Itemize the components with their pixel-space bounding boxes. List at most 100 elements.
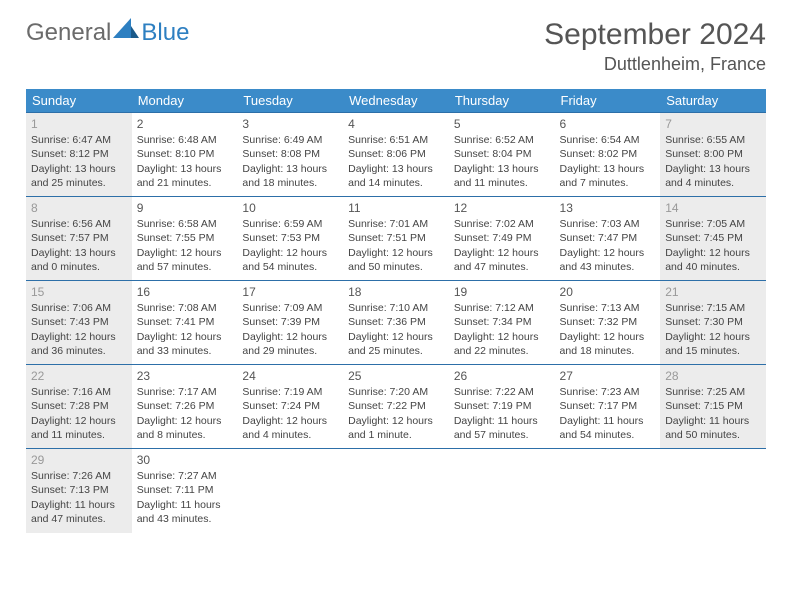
daylight-text: Daylight: 11 hours <box>665 414 761 428</box>
sunrise-text: Sunrise: 7:20 AM <box>348 385 444 399</box>
day-number: 11 <box>348 200 444 216</box>
day-number: 13 <box>560 200 656 216</box>
daylight-text: Daylight: 12 hours <box>560 330 656 344</box>
calendar-day-cell: 28Sunrise: 7:25 AMSunset: 7:15 PMDayligh… <box>660 365 766 449</box>
day-number: 7 <box>665 116 761 132</box>
daylight-text: and 29 minutes. <box>242 344 338 358</box>
day-number: 10 <box>242 200 338 216</box>
sunrise-text: Sunrise: 7:19 AM <box>242 385 338 399</box>
calendar-day-cell: 4Sunrise: 6:51 AMSunset: 8:06 PMDaylight… <box>343 113 449 197</box>
daylight-text: Daylight: 13 hours <box>242 162 338 176</box>
calendar-week-row: 15Sunrise: 7:06 AMSunset: 7:43 PMDayligh… <box>26 281 766 365</box>
calendar-week-row: 22Sunrise: 7:16 AMSunset: 7:28 PMDayligh… <box>26 365 766 449</box>
day-number: 19 <box>454 284 550 300</box>
day-number: 9 <box>137 200 233 216</box>
daylight-text: and 50 minutes. <box>665 428 761 442</box>
calendar-day-cell: 19Sunrise: 7:12 AMSunset: 7:34 PMDayligh… <box>449 281 555 365</box>
daylight-text: and 25 minutes. <box>31 176 127 190</box>
sunset-text: Sunset: 7:55 PM <box>137 231 233 245</box>
day-number: 18 <box>348 284 444 300</box>
calendar-day-cell: 17Sunrise: 7:09 AMSunset: 7:39 PMDayligh… <box>237 281 343 365</box>
calendar-day-cell: 12Sunrise: 7:02 AMSunset: 7:49 PMDayligh… <box>449 197 555 281</box>
daylight-text: Daylight: 13 hours <box>31 162 127 176</box>
sunset-text: Sunset: 7:45 PM <box>665 231 761 245</box>
sunset-text: Sunset: 8:04 PM <box>454 147 550 161</box>
day-number: 15 <box>31 284 127 300</box>
sunrise-text: Sunrise: 7:23 AM <box>560 385 656 399</box>
calendar-day-cell: 1Sunrise: 6:47 AMSunset: 8:12 PMDaylight… <box>26 113 132 197</box>
calendar-week-row: 1Sunrise: 6:47 AMSunset: 8:12 PMDaylight… <box>26 113 766 197</box>
logo-text-general: General <box>26 19 111 47</box>
sunrise-text: Sunrise: 7:05 AM <box>665 217 761 231</box>
sunset-text: Sunset: 7:13 PM <box>31 483 127 497</box>
sunset-text: Sunset: 7:39 PM <box>242 315 338 329</box>
daylight-text: Daylight: 12 hours <box>665 330 761 344</box>
weekday-header: Sunday <box>26 89 132 113</box>
sunset-text: Sunset: 8:10 PM <box>137 147 233 161</box>
sunset-text: Sunset: 7:53 PM <box>242 231 338 245</box>
day-number: 29 <box>31 452 127 468</box>
sunrise-text: Sunrise: 7:01 AM <box>348 217 444 231</box>
sunrise-text: Sunrise: 7:17 AM <box>137 385 233 399</box>
day-number: 22 <box>31 368 127 384</box>
daylight-text: and 33 minutes. <box>137 344 233 358</box>
daylight-text: and 36 minutes. <box>31 344 127 358</box>
calendar-day-cell: 20Sunrise: 7:13 AMSunset: 7:32 PMDayligh… <box>555 281 661 365</box>
day-number: 6 <box>560 116 656 132</box>
day-number: 3 <box>242 116 338 132</box>
sunrise-text: Sunrise: 7:22 AM <box>454 385 550 399</box>
daylight-text: and 25 minutes. <box>348 344 444 358</box>
sunrise-text: Sunrise: 6:54 AM <box>560 133 656 147</box>
sunrise-text: Sunrise: 7:08 AM <box>137 301 233 315</box>
calendar-day-cell: 11Sunrise: 7:01 AMSunset: 7:51 PMDayligh… <box>343 197 449 281</box>
sunset-text: Sunset: 7:51 PM <box>348 231 444 245</box>
daylight-text: and 15 minutes. <box>665 344 761 358</box>
daylight-text: Daylight: 12 hours <box>137 414 233 428</box>
calendar-day-cell <box>343 449 449 533</box>
sunset-text: Sunset: 7:28 PM <box>31 399 127 413</box>
calendar-day-cell: 14Sunrise: 7:05 AMSunset: 7:45 PMDayligh… <box>660 197 766 281</box>
day-number: 27 <box>560 368 656 384</box>
daylight-text: and 54 minutes. <box>242 260 338 274</box>
sunset-text: Sunset: 7:43 PM <box>31 315 127 329</box>
daylight-text: Daylight: 13 hours <box>454 162 550 176</box>
sunset-text: Sunset: 7:17 PM <box>560 399 656 413</box>
weekday-header: Thursday <box>449 89 555 113</box>
sunrise-text: Sunrise: 6:48 AM <box>137 133 233 147</box>
sunrise-text: Sunrise: 6:55 AM <box>665 133 761 147</box>
day-number: 1 <box>31 116 127 132</box>
logo-text-blue: Blue <box>141 19 189 47</box>
daylight-text: Daylight: 12 hours <box>454 330 550 344</box>
calendar-day-cell: 30Sunrise: 7:27 AMSunset: 7:11 PMDayligh… <box>132 449 238 533</box>
day-number: 2 <box>137 116 233 132</box>
daylight-text: and 8 minutes. <box>137 428 233 442</box>
sunset-text: Sunset: 8:02 PM <box>560 147 656 161</box>
sunset-text: Sunset: 8:12 PM <box>31 147 127 161</box>
logo: General Blue <box>26 18 189 47</box>
weekday-header: Friday <box>555 89 661 113</box>
day-number: 14 <box>665 200 761 216</box>
daylight-text: and 18 minutes. <box>560 344 656 358</box>
sunset-text: Sunset: 8:00 PM <box>665 147 761 161</box>
daylight-text: and 57 minutes. <box>137 260 233 274</box>
daylight-text: and 7 minutes. <box>560 176 656 190</box>
weekday-header: Wednesday <box>343 89 449 113</box>
daylight-text: and 50 minutes. <box>348 260 444 274</box>
sunset-text: Sunset: 7:49 PM <box>454 231 550 245</box>
daylight-text: and 47 minutes. <box>31 512 127 526</box>
day-number: 30 <box>137 452 233 468</box>
daylight-text: Daylight: 12 hours <box>242 414 338 428</box>
month-title: September 2024 <box>544 18 766 52</box>
sunrise-text: Sunrise: 7:03 AM <box>560 217 656 231</box>
sunset-text: Sunset: 7:57 PM <box>31 231 127 245</box>
sunset-text: Sunset: 7:36 PM <box>348 315 444 329</box>
day-number: 25 <box>348 368 444 384</box>
sunrise-text: Sunrise: 6:51 AM <box>348 133 444 147</box>
day-number: 28 <box>665 368 761 384</box>
daylight-text: Daylight: 12 hours <box>348 246 444 260</box>
sunset-text: Sunset: 7:24 PM <box>242 399 338 413</box>
day-number: 8 <box>31 200 127 216</box>
calendar-week-row: 29Sunrise: 7:26 AMSunset: 7:13 PMDayligh… <box>26 449 766 533</box>
calendar-day-cell <box>449 449 555 533</box>
title-block: September 2024 Duttlenheim, France <box>544 18 766 75</box>
